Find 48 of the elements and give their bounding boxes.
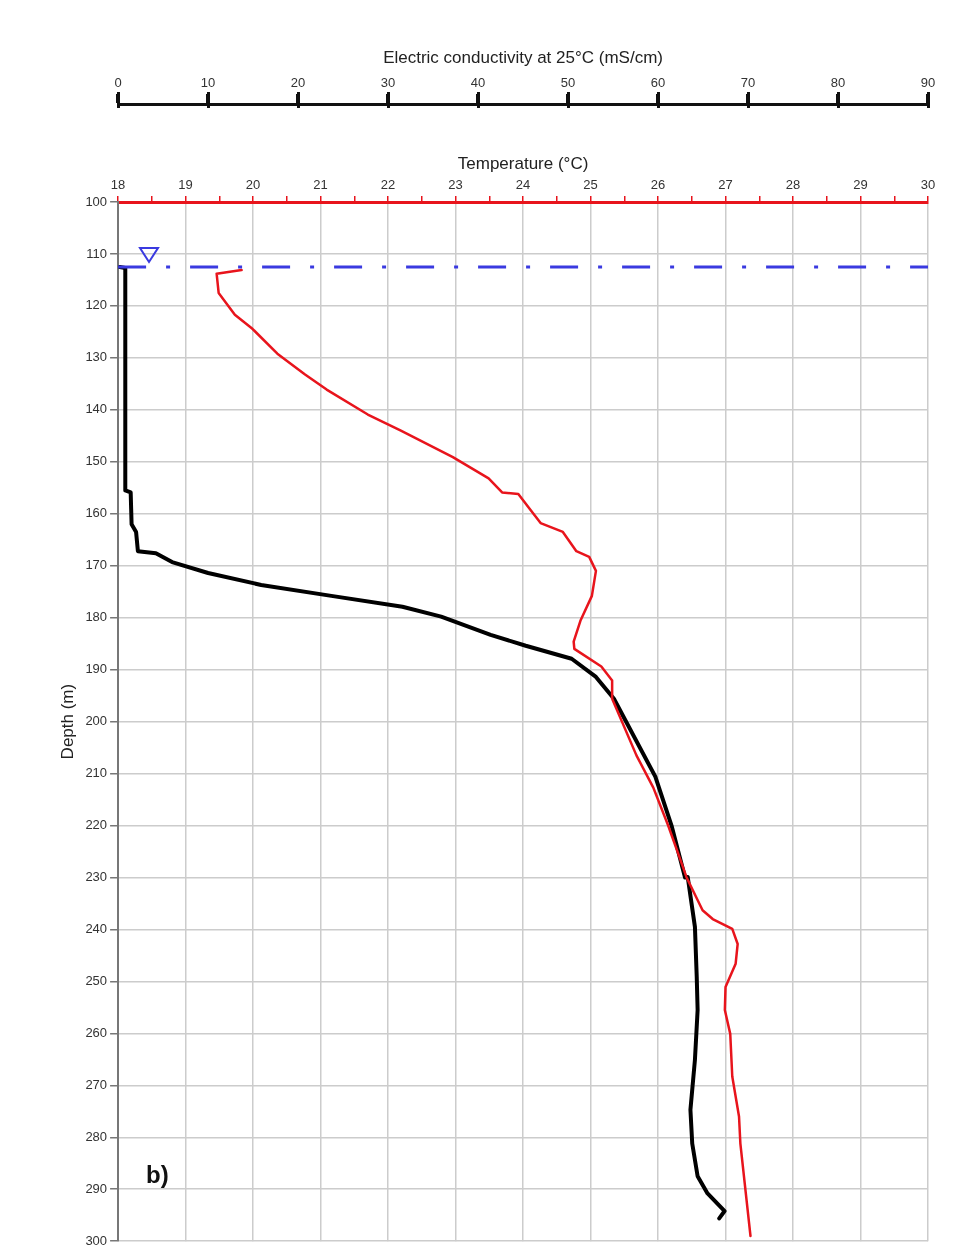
x-axis-title: Temperature (°C) [457,153,589,173]
x2-tick-label: 90 [920,74,936,90]
y-tick-label: 300 [85,1232,108,1248]
x2-tick-label: 50 [560,74,576,90]
x-tick-label: 23 [448,176,463,192]
x2-tick-label: 20 [290,74,306,90]
y-tick-label: 180 [85,609,108,625]
x2-tick-label: 80 [830,74,846,90]
x-tick-label: 29 [853,176,868,192]
x-tick-label: 18 [110,176,126,192]
x2-tick-label: 10 [200,74,216,90]
x-tick-label: 26 [650,176,666,192]
y-tick-label: 130 [85,349,108,365]
y-tick-label: 150 [85,453,108,469]
y-tick-label: 160 [85,505,108,521]
y-tick-label: 240 [85,921,108,937]
x2-tick-label: 30 [380,74,396,90]
y-tick-label: 190 [85,661,108,677]
x2-tick-label: 40 [470,74,486,90]
x2-axis-title: Electric conductivity at 25°C (mS/cm) [383,47,663,67]
y-tick-label: 110 [86,245,108,261]
y-axis-title: Depth (m) [57,683,77,760]
x-tick-label: 24 [515,176,531,192]
y-tick-label: 200 [85,713,108,729]
x-tick-label: 30 [920,176,936,192]
y-tick-label: 100 [85,193,108,209]
y-tick-label: 220 [85,817,108,833]
x2-tick-label: 0 [114,74,122,90]
y-tick-label: 210 [85,765,108,781]
x2-tick-label: 60 [650,74,666,90]
y-tick-label: 120 [85,297,108,313]
y-tick-label: 260 [85,1024,108,1040]
y-tick-label: 250 [85,972,108,988]
y-tick-label: 230 [85,869,108,885]
y-tick-label: 270 [85,1076,108,1092]
x-tick-label: 20 [245,176,261,192]
x-tick-label: 22 [380,176,396,192]
y-tick-label: 290 [85,1180,108,1196]
x-tick-label: 21 [313,176,328,192]
x-tick-label: 28 [785,176,801,192]
y-tick-label: 140 [85,401,108,417]
annotation: b) [146,1161,169,1189]
x2-tick-label: 70 [740,74,756,90]
y-tick-label: 280 [85,1128,108,1144]
y-tick-label: 170 [85,557,108,573]
x-tick-label: 19 [178,176,193,192]
x-tick-label: 27 [718,176,733,192]
x-tick-label: 25 [583,176,598,192]
